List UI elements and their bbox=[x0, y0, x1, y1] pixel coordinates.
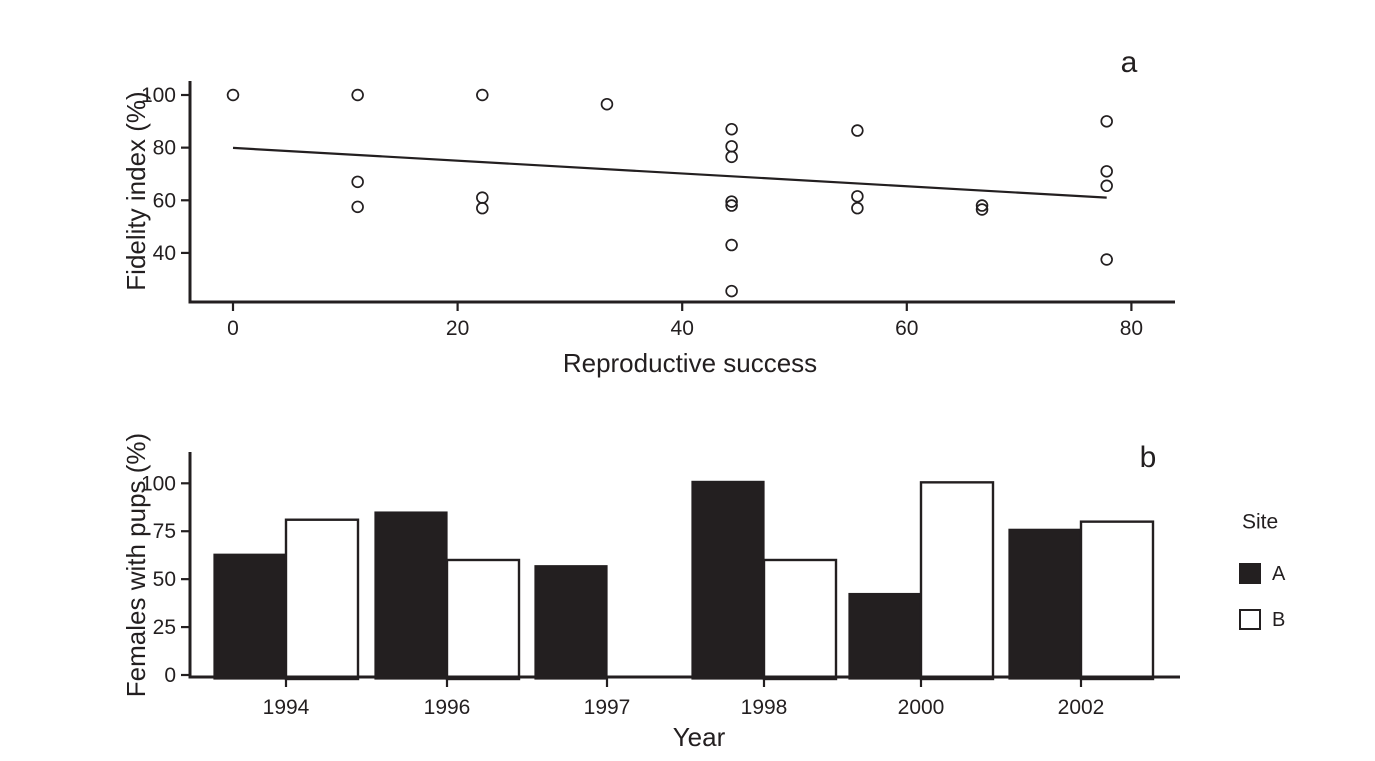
scatter-point bbox=[725, 150, 738, 164]
scatter-point bbox=[600, 97, 614, 111]
regression-line bbox=[232, 146, 1107, 199]
panel-a-x-axis-title: Reproductive success bbox=[562, 348, 818, 378]
panel-a-letter: a bbox=[1120, 46, 1138, 79]
scatter-point bbox=[1100, 253, 1113, 266]
scatter-point bbox=[226, 88, 240, 102]
panel-b-year-label: 2000 bbox=[898, 696, 945, 719]
panel-b-y-tick-label: 0 bbox=[164, 664, 176, 687]
scatter-point bbox=[1100, 179, 1113, 193]
scatter-point bbox=[476, 88, 489, 102]
panel-b-y-tick-label: 100 bbox=[141, 472, 176, 495]
panel-a-x-tick-label: 40 bbox=[671, 317, 694, 340]
panel-b-year-label: 2002 bbox=[1058, 696, 1105, 719]
bar-site-b-1994 bbox=[284, 518, 360, 681]
panel-a-x-tick-label: 80 bbox=[1120, 317, 1143, 340]
legend-swatch-site-a bbox=[1239, 563, 1261, 584]
panel-b-letter: b bbox=[1139, 441, 1157, 474]
panel-b-y-tick-label: 25 bbox=[153, 616, 176, 639]
panel-b-year-label: 1994 bbox=[263, 696, 310, 719]
panel-a-y-axis-title: Fidelity index (%) bbox=[121, 91, 151, 291]
panel-a-y-tick-label: 80 bbox=[153, 137, 176, 160]
scatter-point bbox=[851, 124, 864, 137]
scatter-point bbox=[851, 190, 864, 203]
scatter-point bbox=[1100, 165, 1113, 178]
bar-site-b-2000 bbox=[919, 481, 995, 681]
legend-label-site-a: A bbox=[1272, 563, 1286, 585]
panel-a-y-tick-label: 100 bbox=[141, 84, 176, 107]
scatter-point bbox=[725, 238, 738, 252]
scatter-point bbox=[476, 201, 489, 215]
panel-a-y-tick-label: 60 bbox=[153, 189, 176, 212]
legend-swatch-site-b bbox=[1239, 609, 1261, 630]
scatter-point bbox=[725, 140, 738, 153]
scatter-point bbox=[351, 88, 364, 102]
scatter-point bbox=[725, 199, 738, 212]
legend-label-site-b: B bbox=[1272, 609, 1286, 631]
scatter-point bbox=[1100, 115, 1113, 128]
bar-site-b-1996 bbox=[445, 558, 521, 681]
scatter-point bbox=[975, 203, 989, 216]
panel-b-y-tick-label: 50 bbox=[153, 568, 176, 591]
panel-a-y-tick-label: 40 bbox=[153, 242, 176, 265]
panel-a-x-tick-label: 0 bbox=[227, 317, 239, 340]
panel-a-x-tick-label: 20 bbox=[446, 317, 469, 340]
bar-site-b-1998 bbox=[762, 558, 838, 681]
bar-site-a-1994 bbox=[213, 553, 287, 680]
bar-site-a-1998 bbox=[691, 480, 765, 680]
scatter-point bbox=[975, 199, 989, 212]
bar-site-a-2000 bbox=[848, 592, 922, 680]
panel-b-y-axis-title: Females with pups (%) bbox=[121, 432, 151, 698]
panel-b-year-label: 1998 bbox=[741, 696, 788, 719]
bar-site-b-2002 bbox=[1079, 520, 1155, 681]
scatter-point bbox=[351, 200, 364, 214]
scatter-point bbox=[851, 201, 864, 215]
panel-b-year-label: 1997 bbox=[584, 696, 631, 719]
scatter-point bbox=[351, 175, 364, 189]
bar-site-a-1996 bbox=[374, 511, 448, 680]
panel-b-x-axis-title: Year bbox=[672, 722, 726, 752]
panel-b-year-label: 1996 bbox=[424, 696, 471, 719]
scatter-point bbox=[725, 284, 738, 298]
panel-a-x-tick-label: 60 bbox=[895, 317, 918, 340]
legend-title: Site bbox=[1242, 510, 1279, 534]
panel-b-y-tick-label: 75 bbox=[153, 520, 176, 543]
scatter-point bbox=[476, 191, 489, 204]
scatter-point bbox=[725, 122, 738, 136]
bar-site-a-2002 bbox=[1008, 528, 1082, 680]
bar-site-a-1997 bbox=[534, 565, 608, 680]
scatter-point bbox=[725, 195, 738, 208]
